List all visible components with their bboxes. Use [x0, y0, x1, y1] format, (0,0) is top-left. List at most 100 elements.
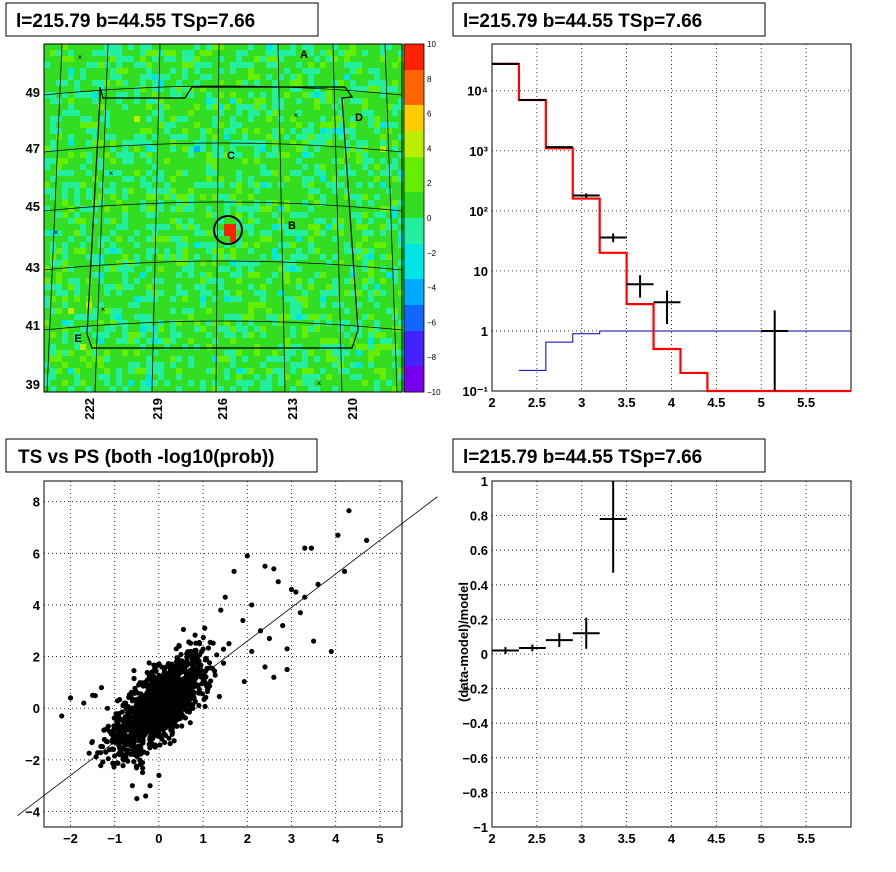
skymap-cell: [248, 152, 254, 158]
skymap-cell: [44, 50, 50, 56]
skymap-cell: [368, 272, 374, 278]
scatter-point: [212, 672, 218, 678]
skymap-cell: [140, 98, 146, 104]
skymap-cell: [278, 380, 284, 386]
skymap-cell: [380, 134, 386, 140]
skymap-cell: [80, 56, 86, 62]
skymap-cell: [332, 68, 338, 74]
skymap-cell: [230, 176, 236, 182]
colorbar-cell: [404, 113, 424, 123]
skymap-cell: [386, 56, 392, 62]
skymap-cell: [140, 332, 146, 338]
skymap-cell: [386, 176, 392, 182]
skymap-cell: [254, 164, 260, 170]
skymap-cell: [296, 230, 302, 236]
skymap-cell: [368, 188, 374, 194]
skymap-cell: [170, 56, 176, 62]
skymap-cell: [368, 212, 374, 218]
skymap-cell: [320, 278, 326, 284]
skymap-cell: [104, 344, 110, 350]
skymap-cell: [362, 140, 368, 146]
skymap-cell: [140, 248, 146, 254]
skymap-cell: [338, 290, 344, 296]
skymap-cell: [332, 158, 338, 164]
skymap-cell: [326, 356, 332, 362]
colorbar-cell: [404, 287, 424, 297]
skymap-cell: [98, 134, 104, 140]
skymap-cell: [170, 326, 176, 332]
skymap-cell: [74, 350, 80, 356]
skymap-cell: [284, 350, 290, 356]
skymap-cell: [158, 350, 164, 356]
skymap-cell: [242, 164, 248, 170]
skymap-cell: [272, 230, 278, 236]
skymap-cell: [398, 80, 404, 86]
skymap-cell: [272, 356, 278, 362]
skymap-cell: [74, 368, 80, 374]
scatter-point: [120, 763, 126, 769]
skymap-cell: [140, 152, 146, 158]
skymap-cell: [188, 104, 194, 110]
skymap-cell: [272, 188, 278, 194]
skymap-cell: [182, 218, 188, 224]
skymap-cell: [86, 56, 92, 62]
skymap-cell: [122, 356, 128, 362]
skymap-cell: [260, 206, 266, 212]
skymap-cell: [164, 290, 170, 296]
skymap-cell: [128, 248, 134, 254]
skymap-cell: [122, 170, 128, 176]
skymap-cell: [302, 200, 308, 206]
skymap-latitude-line: [43, 142, 403, 153]
skymap-cell: [62, 200, 68, 206]
skymap-cell: [380, 314, 386, 320]
skymap-cell: [344, 296, 350, 302]
skymap-cell: [398, 194, 404, 200]
skymap-cell: [314, 116, 320, 122]
skymap-cell: [62, 320, 68, 326]
skymap-cell: [284, 128, 290, 134]
skymap-cell: [200, 212, 206, 218]
skymap-cell: [296, 338, 302, 344]
skymap-cell: [104, 86, 110, 92]
skymap-cell: [80, 380, 86, 386]
skymap-cell: [104, 302, 110, 308]
skymap-cell: [140, 176, 146, 182]
skymap-cell: [296, 314, 302, 320]
skymap-cell: [392, 272, 398, 278]
skymap-cell: [68, 122, 74, 128]
skymap-cell: [152, 230, 158, 236]
skymap-cell: [62, 230, 68, 236]
skymap-cell: [224, 230, 230, 236]
skymap-cell: [278, 350, 284, 356]
skymap-cell: [296, 164, 302, 170]
skymap-cell: [104, 272, 110, 278]
skymap-cell: [206, 380, 212, 386]
skymap-cell: [140, 122, 146, 128]
skymap-cell: [146, 170, 152, 176]
skymap-cell: [290, 134, 296, 140]
skymap-cell: [296, 116, 302, 122]
skymap-cell: [80, 74, 86, 80]
skymap-cell: [284, 290, 290, 296]
skymap-cell: [80, 188, 86, 194]
skymap-cell: [308, 236, 314, 242]
skymap-cell: [92, 212, 98, 218]
skymap-cell: [314, 62, 320, 68]
skymap-cell: [44, 110, 50, 116]
skymap-cell: [272, 302, 278, 308]
skymap-cell: [320, 92, 326, 98]
colorbar-tick-label: 10: [427, 40, 436, 49]
skymap-cell: [68, 260, 74, 266]
scatter-point: [196, 686, 202, 692]
skymap-cell: [140, 194, 146, 200]
skymap-cell: [392, 68, 398, 74]
skymap-cell: [272, 146, 278, 152]
skymap-cell: [146, 158, 152, 164]
skymap-cell: [284, 44, 290, 50]
skymap-cell: [344, 326, 350, 332]
skymap-cell: [284, 146, 290, 152]
skymap-cell: [278, 110, 284, 116]
skymap-cell: [158, 260, 164, 266]
skymap-cell: [326, 242, 332, 248]
skymap-cell: [338, 92, 344, 98]
